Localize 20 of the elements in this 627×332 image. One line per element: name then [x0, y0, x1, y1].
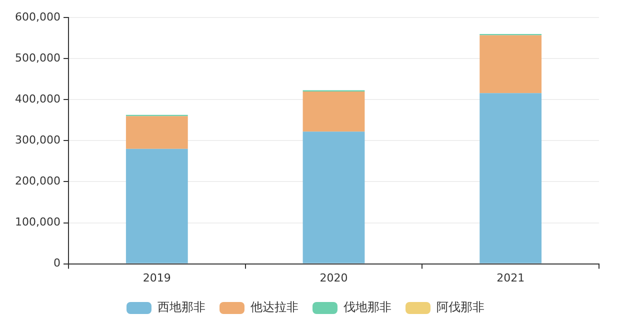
legend-label: 西地那非 — [158, 300, 206, 314]
bar — [480, 35, 542, 94]
bar — [126, 148, 188, 264]
bar — [302, 132, 365, 264]
y-tick-label: 300,000 — [14, 134, 60, 147]
bar — [302, 91, 365, 132]
bar — [126, 116, 188, 149]
y-tick-label: 500,000 — [14, 51, 60, 64]
x-tick-label: 2019 — [142, 271, 171, 284]
y-tick-label: 100,000 — [14, 216, 60, 229]
bar — [480, 93, 542, 264]
x-tick-label: 2020 — [320, 271, 348, 284]
legend-label: 他达拉非 — [250, 300, 298, 314]
x-tick-label: 2021 — [496, 271, 525, 284]
y-tick-label: 200,000 — [14, 174, 60, 188]
y-tick-label: 0 — [53, 256, 60, 270]
legend-label: 伐地那非 — [344, 300, 392, 314]
y-tick-label: 400,000 — [14, 92, 60, 106]
legend-label: 阿伐那非 — [436, 300, 484, 314]
y-tick-label: 600,000 — [14, 10, 60, 24]
